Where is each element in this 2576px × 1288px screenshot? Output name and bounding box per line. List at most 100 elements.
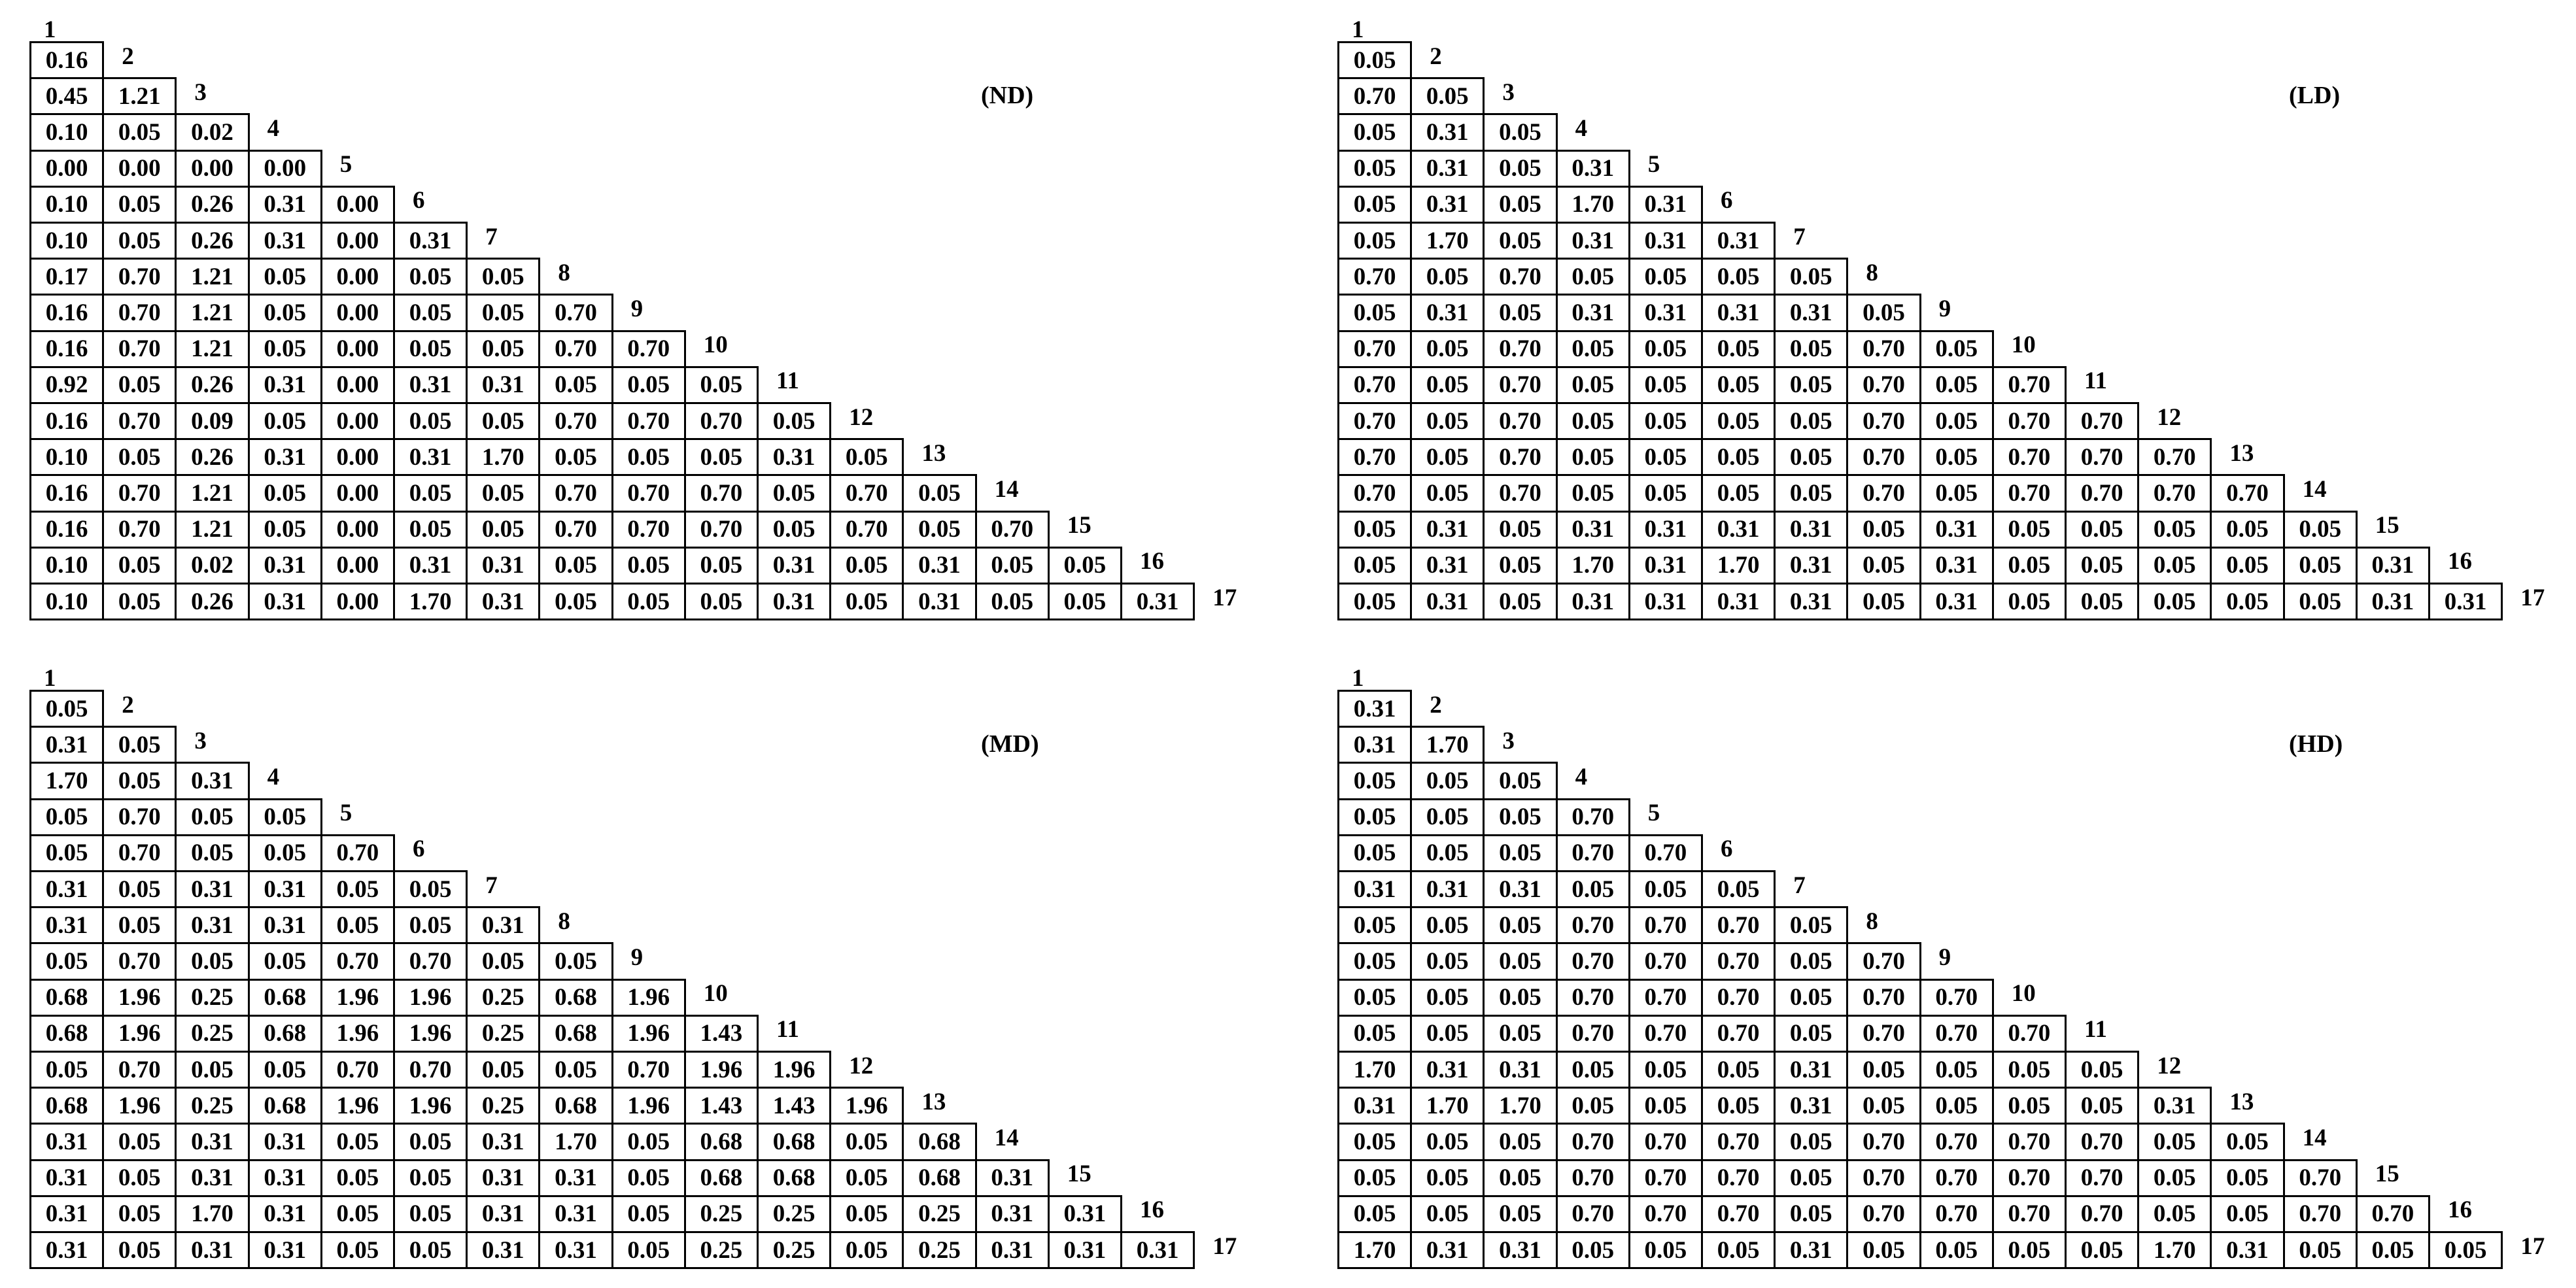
matrix-cell: 0.70 bbox=[1555, 906, 1630, 945]
matrix-cell: 0.05 bbox=[29, 798, 105, 836]
matrix-cell: 0.00 bbox=[320, 365, 395, 404]
matrix-cell: 0.05 bbox=[683, 365, 759, 404]
matrix-cell: 0.05 bbox=[1410, 834, 1485, 872]
matrix-cell: 0.31 bbox=[1919, 583, 1994, 621]
matrix-cell: 0.70 bbox=[611, 1051, 686, 1089]
column-label: 14 bbox=[994, 476, 1019, 503]
column-label: 9 bbox=[1938, 296, 1951, 322]
matrix-cell: 0.05 bbox=[1555, 474, 1630, 513]
matrix-cell: 1.21 bbox=[175, 294, 250, 332]
matrix-cell: 0.05 bbox=[1991, 510, 2067, 549]
matrix-cell: 0.31 bbox=[974, 1231, 1050, 1270]
matrix-panel: (MD) 0.05 0.31 0.05 1.70 0.05 0.31 0.05 0.70 0.05… bbox=[29, 666, 1272, 1270]
matrix-cell: 0.70 bbox=[538, 510, 613, 549]
matrix-cell: 0.05 bbox=[683, 583, 759, 621]
matrix-cell: 0.05 bbox=[611, 1123, 686, 1161]
matrix-cell: 0.05 bbox=[538, 365, 613, 404]
matrix-cell: 1.96 bbox=[320, 978, 395, 1017]
matrix-cell: 1.96 bbox=[393, 1087, 468, 1125]
column-label: 13 bbox=[2229, 1088, 2254, 1115]
matrix-cell: 0.70 bbox=[102, 330, 177, 368]
matrix-cell: 0.05 bbox=[102, 185, 177, 224]
matrix-panel: (ND) 0.16 0.45 1.21 0.10 0.05 0.02 0.00 0.00 0.00… bbox=[29, 18, 1272, 621]
matrix-cell: 0.31 bbox=[2355, 583, 2430, 621]
matrix-cell: 0.05 bbox=[757, 510, 832, 549]
matrix-cell: 0.70 bbox=[1337, 330, 1413, 368]
matrix-cell: 0.10 bbox=[29, 438, 105, 477]
matrix-cell: 0.05 bbox=[1337, 1195, 1413, 1233]
matrix-cell: 0.05 bbox=[247, 294, 322, 332]
column-label: 8 bbox=[558, 259, 570, 286]
matrix-cell: 0.05 bbox=[1628, 1051, 1703, 1089]
matrix-cell: 0.05 bbox=[1555, 438, 1630, 477]
matrix-cell: 0.05 bbox=[1991, 1087, 2067, 1125]
matrix-cell: 0.05 bbox=[1555, 1231, 1630, 1270]
matrix-cell: 0.05 bbox=[611, 365, 686, 404]
panel-title: (LD) bbox=[2289, 81, 2341, 109]
matrix-cell: 1.70 bbox=[29, 762, 105, 800]
matrix-cell: 1.70 bbox=[1337, 1231, 1413, 1270]
matrix-cell: 0.05 bbox=[29, 1051, 105, 1089]
matrix-cell: 0.05 bbox=[1483, 1159, 1558, 1197]
matrix-cell: 1.70 bbox=[1701, 546, 1776, 585]
column-label: 3 bbox=[194, 727, 207, 754]
column-label: 12 bbox=[849, 403, 874, 431]
matrix-cell: 0.05 bbox=[1701, 870, 1776, 909]
matrix-cell: 0.70 bbox=[1701, 978, 1776, 1017]
matrix-cell: 0.05 bbox=[2065, 1051, 2140, 1089]
matrix-cell: 0.31 bbox=[1701, 510, 1776, 549]
matrix-cell: 0.31 bbox=[1774, 510, 1849, 549]
column-label: 8 bbox=[558, 907, 570, 935]
matrix-cell: 0.31 bbox=[175, 1231, 250, 1270]
matrix-cell: 0.70 bbox=[393, 942, 468, 981]
matrix-cell: 0.05 bbox=[611, 583, 686, 621]
matrix-cell: 1.96 bbox=[611, 1087, 686, 1125]
matrix-cell: 0.31 bbox=[1774, 1087, 1849, 1125]
matrix-cell: 0.68 bbox=[29, 1014, 105, 1053]
column-label: 17 bbox=[2520, 1232, 2545, 1260]
matrix-cell: 0.05 bbox=[1846, 1087, 1921, 1125]
matrix-cell: 0.05 bbox=[1991, 546, 2067, 585]
matrix-cell: 0.31 bbox=[1701, 222, 1776, 260]
matrix-cell: 0.05 bbox=[2282, 510, 2358, 549]
column-label: 11 bbox=[776, 367, 799, 395]
matrix-cell: 0.31 bbox=[1555, 149, 1630, 188]
matrix-cell: 0.70 bbox=[2355, 1195, 2430, 1233]
matrix-cell: 0.70 bbox=[1701, 1159, 1776, 1197]
matrix-cell: 0.25 bbox=[683, 1231, 759, 1270]
matrix-cell: 0.31 bbox=[1410, 185, 1485, 224]
matrix-cell: 0.05 bbox=[320, 1159, 395, 1197]
matrix-cell: 0.05 bbox=[393, 294, 468, 332]
matrix-cell: 0.05 bbox=[1483, 185, 1558, 224]
matrix-cell: 0.05 bbox=[1410, 762, 1485, 800]
matrix-cell: 0.70 bbox=[683, 510, 759, 549]
column-label: 10 bbox=[703, 980, 728, 1008]
matrix-cell: 0.31 bbox=[466, 1231, 541, 1270]
matrix-cell: 0.00 bbox=[320, 438, 395, 477]
matrix-cell: 0.05 bbox=[2065, 510, 2140, 549]
column-label: 3 bbox=[1502, 727, 1515, 754]
matrix-cell: 0.05 bbox=[1410, 1014, 1485, 1053]
matrix-cell: 0.31 bbox=[466, 583, 541, 621]
column-label: 15 bbox=[2375, 1161, 2399, 1188]
matrix-cell: 0.05 bbox=[1337, 546, 1413, 585]
matrix-cell: 0.05 bbox=[1483, 978, 1558, 1017]
matrix-cell: 0.00 bbox=[247, 149, 322, 188]
matrix-cell: 0.70 bbox=[1701, 906, 1776, 945]
matrix-cell: 0.05 bbox=[611, 1195, 686, 1233]
matrix-cell: 0.31 bbox=[1919, 546, 1994, 585]
matrix-cell: 0.05 bbox=[1483, 906, 1558, 945]
matrix-cell: 0.05 bbox=[1846, 294, 1921, 332]
matrix-cell: 0.05 bbox=[393, 474, 468, 513]
matrix-cell: 0.05 bbox=[1846, 510, 1921, 549]
matrix-cell: 0.05 bbox=[466, 474, 541, 513]
matrix-cell: 0.05 bbox=[683, 546, 759, 585]
matrix-cell: 0.05 bbox=[1337, 41, 1413, 80]
matrix-cell: 0.70 bbox=[1919, 1014, 1994, 1053]
matrix-cell: 0.05 bbox=[1774, 474, 1849, 513]
matrix-cell: 0.05 bbox=[1483, 942, 1558, 981]
matrix-cell: 0.31 bbox=[757, 438, 832, 477]
matrix-cell: 0.05 bbox=[1483, 149, 1558, 188]
matrix-cell: 0.05 bbox=[1919, 330, 1994, 368]
matrix-cell: 0.31 bbox=[247, 583, 322, 621]
